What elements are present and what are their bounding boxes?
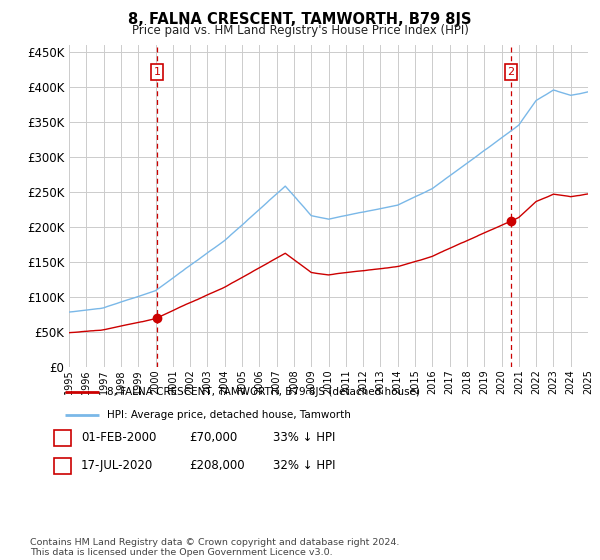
Text: 8, FALNA CRESCENT, TAMWORTH, B79 8JS: 8, FALNA CRESCENT, TAMWORTH, B79 8JS	[128, 12, 472, 27]
Text: 1: 1	[154, 67, 160, 77]
Text: 32% ↓ HPI: 32% ↓ HPI	[273, 459, 335, 473]
Text: 8, FALNA CRESCENT, TAMWORTH, B79 8JS (detached house): 8, FALNA CRESCENT, TAMWORTH, B79 8JS (de…	[107, 386, 420, 396]
Text: 1: 1	[59, 431, 66, 445]
Text: 17-JUL-2020: 17-JUL-2020	[81, 459, 153, 473]
Text: Price paid vs. HM Land Registry's House Price Index (HPI): Price paid vs. HM Land Registry's House …	[131, 24, 469, 36]
Text: 2: 2	[507, 67, 514, 77]
Text: £70,000: £70,000	[189, 431, 237, 445]
Text: Contains HM Land Registry data © Crown copyright and database right 2024.
This d: Contains HM Land Registry data © Crown c…	[30, 538, 400, 557]
Text: 01-FEB-2000: 01-FEB-2000	[81, 431, 157, 445]
Text: HPI: Average price, detached house, Tamworth: HPI: Average price, detached house, Tamw…	[107, 410, 350, 420]
Text: £208,000: £208,000	[189, 459, 245, 473]
Text: 2: 2	[59, 459, 66, 473]
Text: 33% ↓ HPI: 33% ↓ HPI	[273, 431, 335, 445]
